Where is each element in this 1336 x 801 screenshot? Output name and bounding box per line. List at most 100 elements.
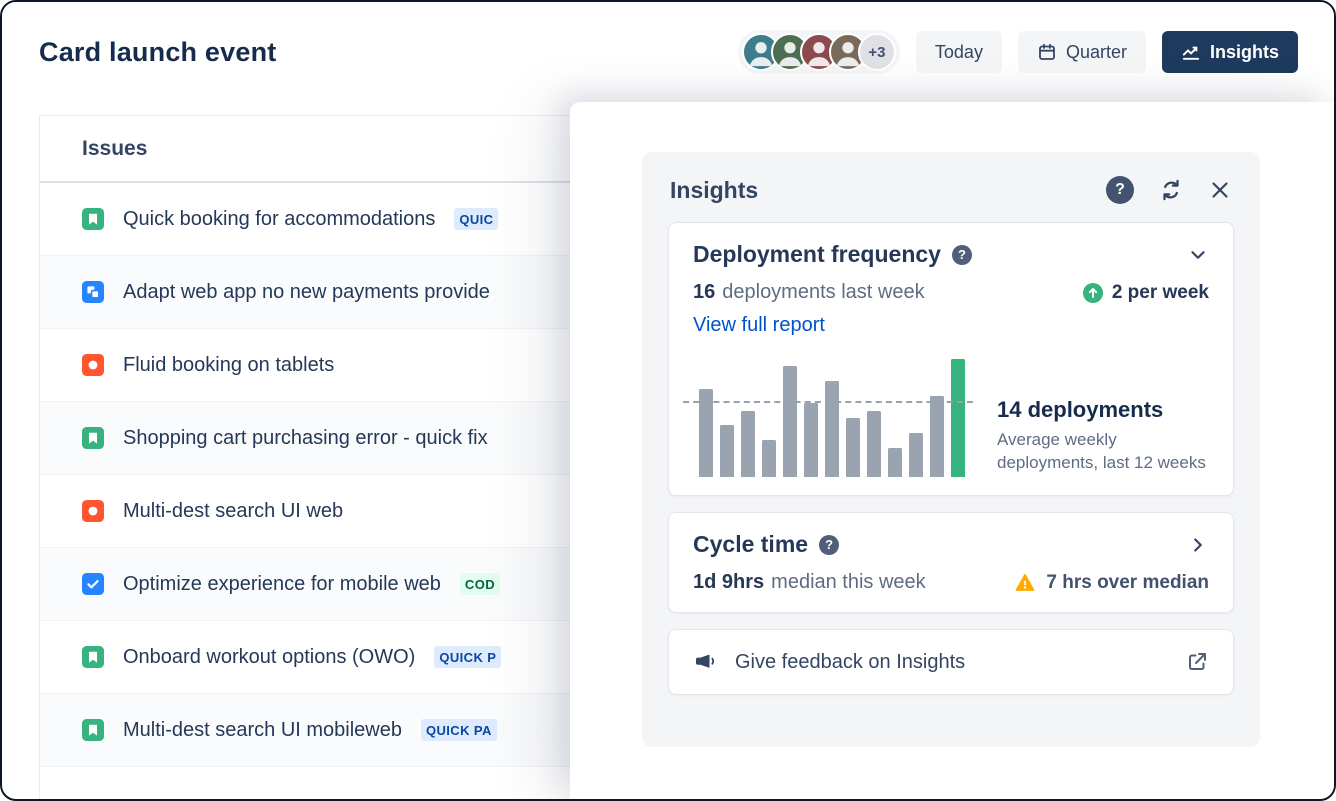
issue-row[interactable]: Shopping cart purchasing error - quick f… — [40, 402, 718, 475]
chart-bar — [699, 388, 713, 477]
epic-badge: QUICK PA — [421, 719, 497, 741]
deployment-card-header[interactable]: Deployment frequency ? — [693, 241, 1209, 268]
epic-badge: QUICK P — [434, 646, 502, 668]
issue-title: Shopping cart purchasing error - quick f… — [123, 426, 488, 449]
deployment-count-label: deployments last week — [722, 281, 925, 303]
issue-type-story-icon — [82, 719, 104, 741]
chart-bar — [783, 366, 797, 477]
chart-bar — [825, 381, 839, 477]
open-feedback-button[interactable] — [1185, 650, 1209, 674]
issue-title: Multi-dest search UI mobileweb — [123, 718, 402, 741]
deployment-chart-row: 14 deployments Average weekly deployment… — [683, 359, 1209, 477]
average-deployments-desc: Average weekly deployments, last 12 week… — [997, 430, 1206, 473]
cycle-warning-label: 7 hrs over median — [1046, 571, 1209, 593]
cycle-time-card: Cycle time ? 1d 9hrs median this week — [668, 512, 1234, 613]
insights-overlay: Insights ? — [570, 102, 1334, 799]
avatar-overflow-count[interactable]: +3 — [857, 33, 896, 71]
insights-button-label: Insights — [1209, 41, 1279, 62]
refresh-button[interactable] — [1158, 177, 1184, 203]
issue-row[interactable]: Multi-dest search UI web — [40, 475, 718, 548]
megaphone-icon — [693, 650, 717, 674]
issue-type-task-icon — [82, 573, 104, 595]
chart-bar — [909, 432, 923, 477]
issue-title: Fluid booking on tablets — [123, 353, 335, 376]
insights-header: Insights ? — [668, 168, 1234, 222]
feedback-card[interactable]: Give feedback on Insights — [668, 629, 1234, 695]
issue-title: Adapt web app no new payments provide — [123, 280, 490, 303]
help-icon: ? — [1106, 176, 1134, 204]
cycle-stat-row: 1d 9hrs median this week 7 hrs over medi… — [693, 571, 1209, 594]
insights-panel-title: Insights — [670, 176, 759, 203]
chart-bar — [846, 418, 860, 477]
chevron-down-icon — [1187, 244, 1209, 266]
refresh-icon — [1158, 177, 1184, 203]
person-icon — [778, 42, 802, 67]
person-icon — [836, 42, 860, 67]
issue-type-bug-icon — [82, 500, 104, 522]
view-full-report-link[interactable]: View full report — [693, 314, 825, 336]
chart-bar — [888, 447, 902, 477]
issue-title: Onboard workout options (OWO) — [123, 645, 416, 668]
person-icon — [807, 42, 831, 67]
feedback-label: Give feedback on Insights — [735, 650, 966, 673]
avatar-group[interactable]: +3 — [737, 30, 900, 74]
topbar: Card launch event +3 Today Quarter — [2, 2, 1334, 102]
page-title: Card launch event — [39, 36, 277, 67]
deployment-delta-label: 2 per week — [1111, 281, 1209, 303]
expand-cycle-button[interactable] — [1187, 534, 1209, 556]
chart-bar — [804, 403, 818, 477]
deployment-average-note: 14 deployments Average weekly deployment… — [997, 397, 1209, 477]
insights-box: Insights ? — [642, 152, 1260, 747]
epic-badge: COD — [459, 573, 501, 595]
arrow-up-icon — [1082, 282, 1103, 303]
deployment-count: 16 — [693, 281, 716, 303]
insights-header-icons: ? — [1106, 176, 1232, 204]
chart-bar — [867, 410, 881, 477]
chart-bar-highlight — [951, 359, 965, 477]
issue-type-story-icon — [82, 427, 104, 449]
deployment-stat-row: 16 deployments last week 2 per week — [693, 281, 1209, 304]
header-actions: +3 Today Quarter — [737, 30, 1298, 74]
deploy-chart-bars — [683, 359, 973, 477]
issue-title: Multi-dest search UI web — [123, 499, 344, 522]
issue-title: Optimize experience for mobile web — [123, 572, 441, 595]
average-deployments-value: 14 deployments — [997, 397, 1164, 423]
today-button-label: Today — [934, 41, 983, 62]
cycle-warning: 7 hrs over median — [1014, 572, 1209, 594]
collapse-deployment-button[interactable] — [1187, 244, 1209, 266]
chevron-right-icon — [1187, 534, 1209, 556]
deployment-frequency-card: Deployment frequency ? 16 deployments la… — [668, 222, 1234, 496]
chart-bar — [720, 425, 734, 477]
issue-row[interactable]: Onboard workout options (OWO) QUICK P — [40, 621, 718, 694]
issue-row[interactable]: Fluid booking on tablets — [40, 329, 718, 402]
issue-title: Quick booking for accommodations — [123, 207, 436, 230]
issue-row[interactable]: Quick booking for accommodations QUIC — [40, 183, 718, 256]
cycle-card-title: Cycle time — [693, 531, 809, 557]
calendar-icon — [1037, 42, 1057, 62]
issue-type-story-icon — [82, 646, 104, 668]
issue-type-story-icon — [82, 208, 104, 230]
close-icon — [1208, 178, 1232, 202]
user-avatar[interactable] — [799, 33, 838, 71]
external-link-icon — [1185, 650, 1209, 674]
insights-chart-icon — [1181, 42, 1201, 62]
person-icon — [749, 42, 773, 67]
quarter-button[interactable]: Quarter — [1017, 31, 1146, 73]
cycle-help-icon[interactable]: ? — [819, 534, 840, 555]
close-button[interactable] — [1208, 178, 1232, 202]
chart-bar — [762, 440, 776, 477]
cycle-card-header[interactable]: Cycle time ? — [693, 531, 1209, 558]
quarter-button-label: Quarter — [1065, 41, 1127, 62]
deployment-delta: 2 per week — [1082, 281, 1209, 304]
issue-type-subtask-icon — [82, 281, 104, 303]
issue-type-bug-icon — [82, 354, 104, 376]
insights-button[interactable]: Insights — [1161, 31, 1298, 73]
chart-bar — [741, 410, 755, 477]
today-button[interactable]: Today — [915, 31, 1002, 73]
deployment-help-icon[interactable]: ? — [951, 244, 972, 265]
cycle-median-label: median this week — [771, 571, 926, 593]
epic-badge: QUIC — [454, 208, 499, 230]
deployment-card-title: Deployment frequency — [693, 241, 941, 267]
help-button[interactable]: ? — [1106, 176, 1134, 204]
